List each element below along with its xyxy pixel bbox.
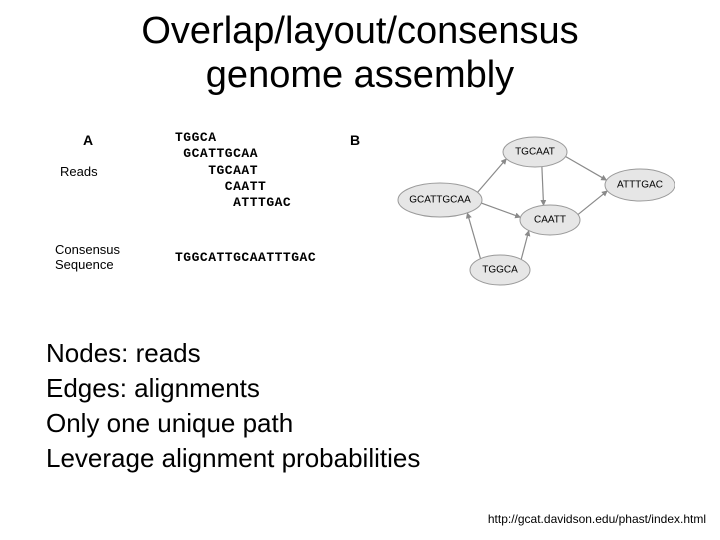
source-url: http://gcat.davidson.edu/phast/index.htm… [488,512,706,526]
bullet-1: Nodes: reads [46,336,420,371]
consensus-row-label: Consensus Sequence [55,242,120,272]
reads-alignment: TGGCA GCATTGCAA TGCAAT CAATT ATTTGAC [175,130,291,211]
graph-node-label: CAATT [534,215,566,226]
bullet-list: Nodes: reads Edges: alignments Only one … [46,336,420,476]
graph-edge [467,213,480,259]
title-line-1: Overlap/layout/consensus [141,10,578,52]
graph-edge [578,191,607,215]
consensus-sequence: TGGCATTGCAATTTGAC [175,250,316,265]
bullet-2: Edges: alignments [46,371,420,406]
reads-row-label: Reads [60,164,98,179]
bullet-3: Only one unique path [46,406,420,441]
graph-edge [521,231,529,260]
bullet-4: Leverage alignment probabilities [46,441,420,476]
slide: Overlap/layout/consensus genome assembly… [0,0,720,540]
graph-edge [481,203,520,217]
graph-edge [566,156,607,180]
title-line-2: genome assembly [206,54,514,96]
graph-node-label: TGCAAT [515,147,555,158]
graph-edge [542,167,544,206]
overlap-graph: GCATTGCAA TGCAAT CAATT TGGCA ATTTGAC [395,130,675,290]
panel-a-label: A [83,132,93,148]
graph-node-label: GCATTGCAA [409,195,471,206]
slide-title: Overlap/layout/consensus genome assembly [0,10,720,97]
graph-node-label: TGGCA [482,265,518,276]
graph-node-label: ATTTGAC [617,180,663,191]
figure: A Reads TGGCA GCATTGCAA TGCAAT CAATT ATT… [55,130,675,320]
panel-b-label: B [350,132,360,148]
graph-edge [477,159,506,193]
